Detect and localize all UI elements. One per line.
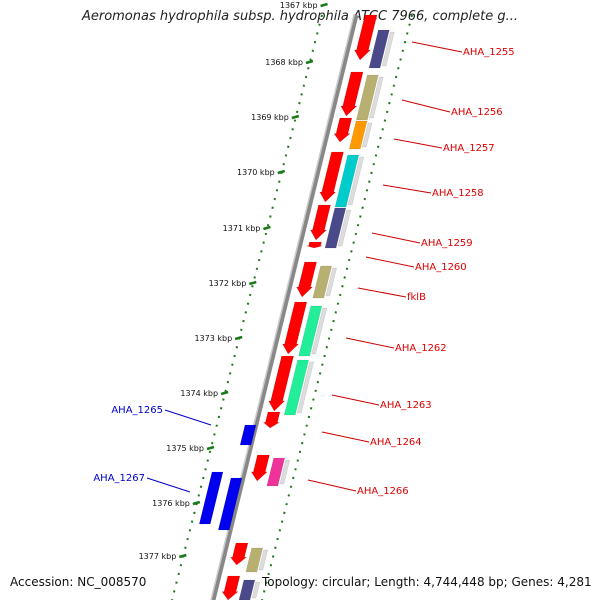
cog-block-shade [368,76,384,119]
ruler-tick-label: 1376 kbp [152,499,190,508]
accession-label: Accession: NC_008570 [10,575,147,589]
label-connector [411,41,463,53]
ruler-tick [277,169,286,175]
cog-block [266,457,286,487]
forward-cds-arrow [268,355,294,412]
cog-block-shade [296,361,314,414]
ruler-ticks: 1367 kbp 1368 kbp 1369 kbp 1370 kbp 1371 kbp… [139,1,328,561]
label-connector [307,479,357,492]
forward-cds-arrow [319,151,344,203]
forward-cds-arrow [340,71,364,117]
cog-block-shade [279,459,291,485]
ruler-tick [206,445,215,451]
ruler-tick [248,280,257,286]
cog-block-shade [311,307,328,355]
gene-label-reverse: AHA_1265 [111,405,163,416]
ruler-tick [263,225,271,231]
cog-block [283,359,309,416]
gene-label-forward: AHA_1266 [357,486,409,497]
ruler-tick-label: 1368 kbp [265,58,303,67]
cog-block [312,265,332,299]
label-connector [382,184,432,194]
reverse-cds-arrow [198,471,224,525]
cog-block [324,207,347,249]
cog-block [348,120,368,150]
label-connector [401,99,451,113]
topology-label: Topology: circular; Length: 4,744,448 bp… [262,575,592,589]
ruler-tick-label: 1372 kbp [209,279,247,288]
ruler-tick [220,390,229,396]
inner-dotted-track [261,14,413,600]
label-connector [371,232,421,244]
label-connector [365,256,415,268]
cog-block-shade [361,122,373,148]
map-title: Aeromonas hydrophila subsp. hydrophila A… [81,9,519,24]
cog-block [238,579,256,600]
label-connector [345,337,395,349]
label-connector [393,138,443,149]
forward-cds-arrow [282,301,308,355]
gene-label-forward: AHA_1263 [380,400,432,411]
backbone-line [210,14,359,600]
reverse-genes [198,424,257,531]
ruler-tick-label: 1367 kbp [280,1,318,10]
ruler-tick [305,59,314,65]
forward-cds-arrow [306,241,323,249]
ruler-tick-label: 1377 kbp [139,552,177,561]
label-connector [321,431,370,443]
label-connector [146,477,191,493]
gene-label-forward: AHA_1264 [370,437,422,448]
cog-block-shade [381,31,395,67]
cog-blocks [238,29,395,600]
reverse-cds-arrow [217,477,243,531]
label-connector [331,394,380,406]
gene-label-reverse: AHA_1267 [93,473,145,484]
cog-block-shade [258,549,269,571]
label-connector [164,409,212,426]
ruler-tick [291,114,300,120]
forward-cds-arrow [354,14,378,61]
label-connector [357,287,407,298]
forward-cds-arrow [250,454,270,482]
cog-block [356,74,379,121]
reverse-cds-arrow [239,424,257,446]
ruler-tick-label: 1374 kbp [180,389,218,398]
gene-label-forward: AHA_1262 [395,343,447,354]
gene-label-forward: AHA_1257 [443,143,495,154]
ruler-tick-label: 1371 kbp [223,224,261,233]
gene-label-forward: AHA_1260 [415,262,467,273]
forward-cds-arrow [229,542,249,566]
forward-genes [221,14,378,600]
gene-label-forward: AHA_1256 [451,107,503,118]
forward-cds-arrow [333,117,353,143]
cog-block-shade [325,267,337,297]
ruler-tick-label: 1373 kbp [194,334,232,343]
gene-label-forward: AHA_1259 [421,238,473,249]
cog-block [368,29,390,69]
outer-dotted-track [171,14,323,600]
ruler-tick-label: 1370 kbp [237,168,275,177]
forward-cds-arrow [310,204,331,241]
gene-label-forward: fklB [407,292,426,303]
cog-block-shade [347,156,365,206]
forward-cds-arrow [296,261,317,298]
ruler-tick-label: 1375 kbp [166,444,204,453]
ruler-tick-label: 1369 kbp [251,113,289,122]
cog-block [298,305,323,357]
ruler-tick [178,553,187,559]
ruler-tick [320,2,328,8]
gene-label-forward: AHA_1258 [432,188,484,199]
forward-cds-arrow [221,575,241,600]
cog-block [334,154,360,208]
forward-cds-arrow [262,411,281,429]
gene-label-forward: AHA_1255 [463,47,515,58]
ruler-tick [192,500,201,506]
ruler-tick [234,335,243,341]
cog-block-shade [251,581,261,599]
cog-block-shade [337,209,352,247]
cog-block [245,547,264,573]
gene-labels: AHA_1255 AHA_1256 AHA_1257 AHA_1258 AHA_1259… [93,41,515,497]
